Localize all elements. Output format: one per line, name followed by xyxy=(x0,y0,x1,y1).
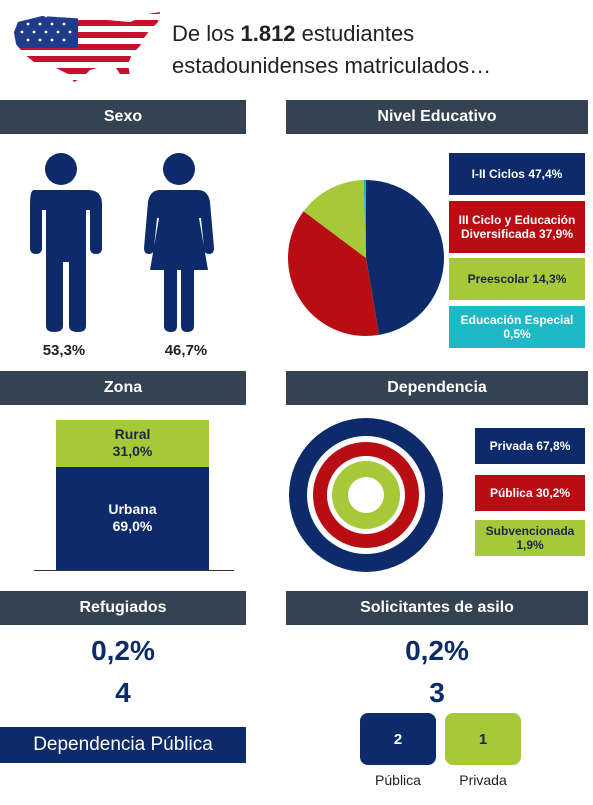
legend-label-preescolar: Preescolar 14,3% xyxy=(467,272,567,286)
solicitantes-count: 3 xyxy=(429,677,445,708)
legend-publica: Pública 30,2% xyxy=(475,475,585,511)
zona-segment-urbana: Urbana 69,0% xyxy=(56,466,209,570)
section-header-nivel: Nivel Educativo xyxy=(286,100,588,134)
section-header-zona: Zona xyxy=(0,371,246,405)
male-icon xyxy=(30,153,102,332)
legend-label-educacion-especial: Educación Especial 0,5% xyxy=(460,313,574,341)
legend-privada: Privada 67,8% xyxy=(475,428,585,464)
asylum-box-publica: 2 xyxy=(360,713,436,765)
section-title-refugiados: Refugiados xyxy=(79,599,167,616)
asylum-label-privada: Privada xyxy=(459,772,507,788)
female-percent: 46,7% xyxy=(164,342,208,359)
us-map-flag-icon xyxy=(14,12,160,82)
legend-educacion-especial: Educación Especial 0,5% xyxy=(449,306,585,348)
pie-slice-preescolar xyxy=(303,180,366,258)
refugiados-percent: 0,2% xyxy=(91,635,155,666)
section-title-nivel: Nivel Educativo xyxy=(377,108,497,125)
zona-segment-rural: Rural 31,0% xyxy=(56,420,209,467)
pie-slice-i-ii-ciclos xyxy=(366,180,444,335)
section-title-dependencia: Dependencia xyxy=(387,379,487,396)
section-title-solicitantes: Solicitantes de asilo xyxy=(360,599,514,616)
zona-stacked-bar: Rural 31,0% Urbana 69,0% xyxy=(56,420,209,570)
section-header-dependencia: Dependencia xyxy=(286,371,588,405)
legend-iii-ciclo: III Ciclo y Educación Diversificada 37,9… xyxy=(449,201,585,253)
pie-slice-educaci-n-especial xyxy=(363,180,366,258)
solicitantes-percent: 0,2% xyxy=(405,635,469,666)
nivel-pie-chart xyxy=(288,180,444,336)
pie-slice-iii-ciclo-y-educaci-n-diversificada xyxy=(288,211,379,336)
legend-label-iii-ciclo: III Ciclo y Educación Diversificada 37,9… xyxy=(458,213,576,241)
female-icon xyxy=(144,153,214,332)
asylum-value-privada: 1 xyxy=(478,730,488,748)
male-percent: 53,3% xyxy=(42,342,86,359)
section-title-zona: Zona xyxy=(103,379,143,396)
section-header-refugiados: Refugiados xyxy=(0,591,246,625)
headline: De los 1.812 estudiantes estadounidenses… xyxy=(172,18,491,82)
zona-urbana-name: Urbana xyxy=(108,501,157,518)
asylum-label-publica: Pública xyxy=(375,772,421,788)
asylum-box-privada: 1 xyxy=(445,713,521,765)
zona-rural-name: Rural xyxy=(114,426,151,443)
refugiados-dependencia-publica: Dependencia Pública xyxy=(0,727,246,763)
refugiados-count: 4 xyxy=(115,677,131,708)
headline-line-1: De los 1.812 estudiantes xyxy=(172,18,491,50)
zona-urbana-value: 69,0% xyxy=(112,518,153,535)
zona-baseline xyxy=(34,570,234,571)
section-header-solicitantes: Solicitantes de asilo xyxy=(286,591,588,625)
legend-label-privada: Privada 67,8% xyxy=(489,439,571,453)
legend-preescolar: Preescolar 14,3% xyxy=(449,258,585,300)
headline-line-2: estadounidenses matriculados… xyxy=(172,53,492,78)
zona-rural-value: 31,0% xyxy=(112,443,153,460)
headline-suffix: estudiantes xyxy=(295,21,415,46)
legend-label-subvencionada: Subvencionada 1,9% xyxy=(485,524,575,552)
headline-prefix: De los xyxy=(172,21,241,46)
section-header-sexo: Sexo xyxy=(0,100,246,134)
legend-label-i-ii-ciclos: I-II Ciclos 47,4% xyxy=(471,167,563,181)
legend-label-publica: Pública 30,2% xyxy=(489,486,571,500)
section-title-sexo: Sexo xyxy=(103,108,143,125)
asylum-value-publica: 2 xyxy=(393,730,403,748)
headline-count: 1.812 xyxy=(240,21,296,46)
dependencia-donut xyxy=(289,418,443,572)
refugiados-note-label: Dependencia Pública xyxy=(33,734,213,755)
legend-i-ii-ciclos: I-II Ciclos 47,4% xyxy=(449,153,585,195)
legend-subvencionada: Subvencionada 1,9% xyxy=(475,520,585,556)
